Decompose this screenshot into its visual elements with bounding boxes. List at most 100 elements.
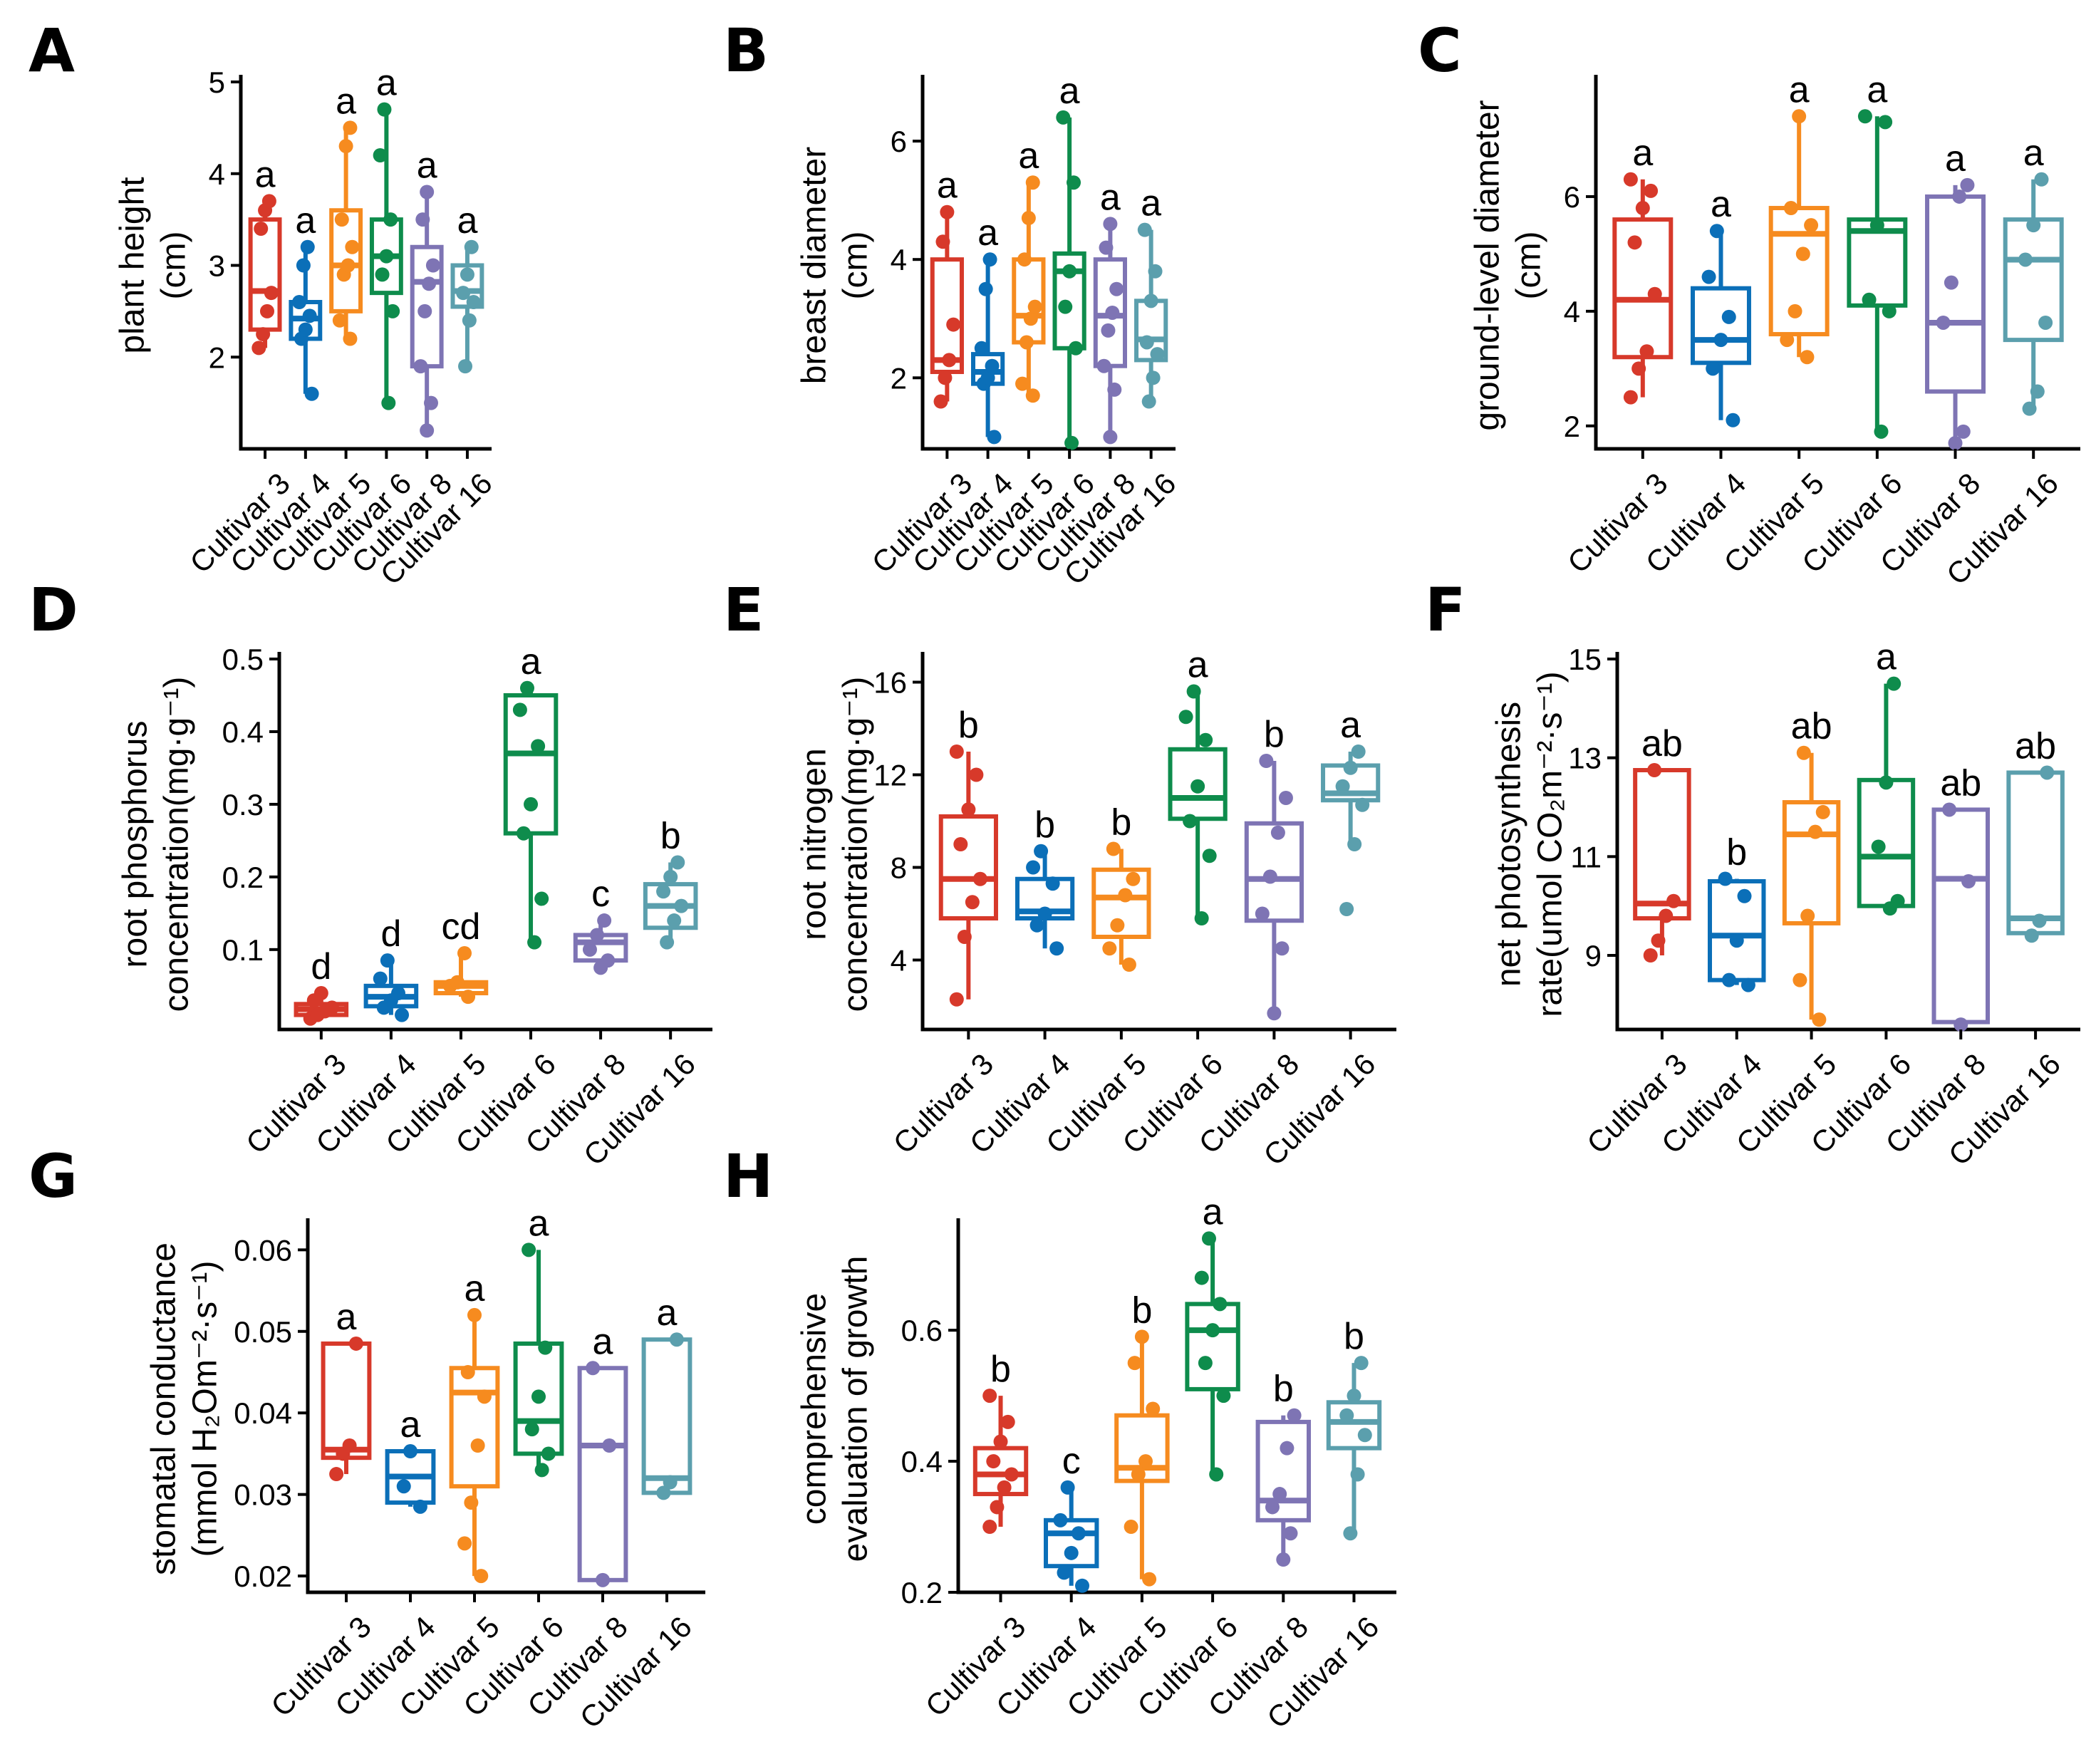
box-iqr: [1768, 206, 1830, 337]
data-point: [1037, 906, 1052, 921]
data-point: [1287, 1408, 1302, 1423]
data-point: [254, 222, 269, 236]
data-point: [957, 930, 972, 944]
significance-letter: a: [336, 81, 356, 122]
data-point: [302, 308, 317, 323]
data-point: [1726, 413, 1740, 427]
significance-letter: a: [465, 1268, 485, 1309]
data-point: [341, 258, 356, 273]
data-point: [942, 353, 957, 368]
data-point: [1272, 1487, 1287, 1502]
data-point: [1659, 908, 1674, 923]
data-point: [1000, 1414, 1015, 1429]
data-point: [949, 744, 964, 759]
box-cultivar-4: b: [1708, 832, 1766, 992]
data-point: [338, 139, 353, 154]
data-point: [1783, 201, 1798, 216]
data-point: [1029, 918, 1044, 933]
box-iqr: [1114, 1413, 1170, 1483]
data-point: [1004, 1467, 1019, 1482]
panel-letter: F: [1425, 575, 1465, 645]
data-point: [377, 102, 392, 117]
data-point: [1737, 888, 1752, 903]
data-point: [334, 212, 349, 227]
data-point: [256, 327, 271, 342]
panel-E: E 4 8 12 16 root nitrogen concentration(mg·g⁻¹…: [723, 575, 1396, 1172]
box-cultivar-16: a: [1134, 183, 1168, 409]
data-point: [1096, 358, 1111, 373]
data-point: [313, 986, 328, 1001]
panel-letter: E: [723, 575, 764, 645]
panel-F: F 9 11 13 15 net photosynthesis rate(umol CO₂m…: [1425, 575, 2080, 1172]
box-cultivar-5: a: [1012, 135, 1046, 403]
data-point: [1023, 311, 1038, 326]
box-cultivar-8: a: [1925, 138, 1986, 450]
data-point: [1198, 1356, 1213, 1371]
data-point: [1347, 837, 1362, 851]
y-tick-label: 2: [891, 361, 907, 395]
box-iqr: [1931, 807, 1990, 1024]
data-point: [296, 258, 311, 273]
data-point: [516, 826, 531, 841]
significance-letter: a: [1711, 184, 1731, 225]
data-point: [1280, 1441, 1295, 1456]
data-point: [663, 1475, 678, 1490]
data-point: [1701, 269, 1716, 284]
data-point: [380, 953, 395, 968]
box-iqr: [1012, 257, 1046, 345]
data-point: [935, 234, 950, 249]
data-point: [1121, 958, 1136, 972]
data-point: [1631, 361, 1646, 376]
data-point: [1343, 760, 1358, 775]
data-point: [1718, 871, 1733, 886]
data-point: [986, 1454, 1001, 1469]
data-point: [343, 120, 358, 135]
data-point: [527, 935, 542, 950]
significance-letter: cd: [442, 906, 481, 948]
data-point: [395, 1007, 410, 1022]
data-point: [1792, 109, 1807, 124]
significance-letter: ab: [1791, 706, 1832, 747]
data-point: [1103, 430, 1118, 445]
data-point: [1056, 110, 1071, 125]
data-point: [1071, 1526, 1086, 1541]
data-point: [381, 395, 396, 410]
data-point: [1878, 115, 1893, 130]
data-point: [1857, 109, 1872, 124]
box-cultivar-16: a: [641, 1292, 692, 1500]
data-point: [663, 869, 678, 884]
data-point: [1713, 333, 1728, 348]
data-point: [1644, 183, 1659, 198]
data-point: [531, 739, 546, 754]
data-point: [324, 1000, 339, 1015]
data-point: [1148, 264, 1163, 279]
data-point: [674, 898, 689, 913]
data-point: [1804, 218, 1819, 233]
significance-letter: d: [380, 913, 401, 955]
data-point: [457, 945, 472, 960]
y-axis-label: net photosynthesis: [1490, 702, 1528, 987]
data-point: [1355, 797, 1370, 812]
significance-letter: a: [295, 200, 316, 242]
data-point: [1807, 824, 1822, 839]
box-iqr: [1612, 217, 1674, 360]
data-point: [1102, 941, 1117, 956]
data-point: [1068, 341, 1083, 356]
data-point: [1027, 299, 1042, 314]
y-axis-label: (cm): [1510, 232, 1548, 300]
data-point: [1339, 1408, 1354, 1423]
data-point: [1060, 1480, 1075, 1495]
box-cultivar-4: b: [1015, 804, 1075, 956]
box-cultivar-16: b: [643, 815, 698, 950]
y-axis-label: root phosphorus: [117, 721, 155, 968]
box-cultivar-3: a: [321, 1297, 372, 1482]
data-point: [1347, 1389, 1361, 1404]
data-point: [541, 1446, 556, 1461]
y-tick-label: 6: [1564, 180, 1580, 214]
data-point: [1209, 1467, 1224, 1482]
data-point: [425, 258, 440, 273]
data-point: [1874, 424, 1889, 439]
data-point: [1015, 376, 1030, 391]
data-point: [1882, 303, 1897, 318]
